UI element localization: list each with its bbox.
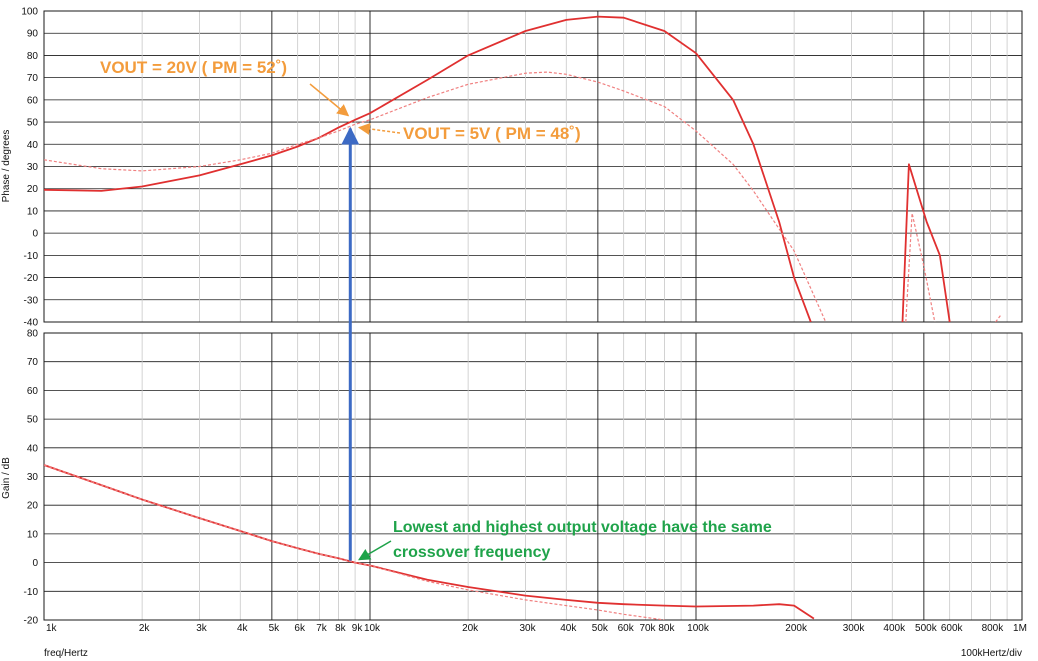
x-tick-label: 1M <box>1013 623 1027 634</box>
x-tick-label: 4k <box>237 623 249 634</box>
phase-y-tick-label: -40 <box>24 318 39 329</box>
x-axis-label: freq/Hertz <box>44 648 88 659</box>
x-tick-label: 70k <box>639 623 656 634</box>
phase-y-tick-label: 100 <box>21 7 38 18</box>
phase-series-solid-0 <box>44 15 812 322</box>
vout5-arrow <box>357 123 401 135</box>
x-tick-label: 1k <box>46 623 58 634</box>
phase-y-tick-label: 60 <box>27 95 39 106</box>
x-tick-label: 5k <box>269 623 281 634</box>
phase-y-tick-label: 10 <box>27 206 39 217</box>
vout20-label: VOUT = 20V ( PM = 52˚) <box>100 58 287 77</box>
gain-axis-label: Gain / dB <box>1 457 12 499</box>
phase-series-dashed-1 <box>44 71 827 322</box>
gain-series-solid-0 <box>44 464 815 620</box>
phase-y-tick-label: 30 <box>27 162 39 173</box>
phase-y-tick-label: 40 <box>27 140 39 151</box>
x-tick-label: 20k <box>462 623 479 634</box>
phase-series-dashed-3 <box>905 212 936 322</box>
phase-series <box>44 15 1002 322</box>
gain-panel-frame <box>43 332 1023 621</box>
phase-series-dashed-4 <box>995 314 1002 322</box>
phase-y-tick-label: 20 <box>27 184 39 195</box>
gain-y-tick-label: 70 <box>27 357 39 368</box>
vout5-label: VOUT = 5V ( PM = 48˚) <box>403 124 581 143</box>
gain-y-tick-labels: -20 -10 0 10 20 30 40 50 60 70 80 <box>24 329 39 627</box>
phase-y-tick-label: -20 <box>24 273 39 284</box>
x-tick-label: 6k <box>294 623 306 634</box>
annotations: VOUT = 20V ( PM = 52˚) VOUT = 5V ( PM = 4… <box>100 58 772 561</box>
x-tick-label: 8k <box>335 623 347 634</box>
crossover-label-line2: crossover frequency <box>393 544 551 561</box>
phase-series-solid-2 <box>901 163 951 322</box>
x-tick-label: 3k <box>196 623 208 634</box>
x-tick-label: 9k <box>352 623 364 634</box>
gain-y-tick-label: 20 <box>27 501 39 512</box>
x-tick-label: 300k <box>843 623 866 634</box>
x-tick-label: 100k <box>687 623 710 634</box>
gain-y-tick-label: 50 <box>27 415 39 426</box>
x-tick-label: 30k <box>519 623 536 634</box>
gain-grid <box>43 332 1023 621</box>
x-tick-label: 7k <box>316 623 328 634</box>
gain-series-dashed-1 <box>44 464 665 620</box>
gain-y-tick-label: -10 <box>24 587 39 598</box>
crossover-arrow <box>358 540 392 561</box>
phase-y-tick-labels: -40 -30 -20 -10 0 10 20 30 40 50 60 70 80 90 100 <box>21 7 38 329</box>
gain-y-tick-label: 80 <box>27 329 39 340</box>
x-tick-labels: 1k 2k 3k 4k 5k 6k 7k 8k 9k 10k 20k 30k 40k 50k 60k 70k 8… <box>46 623 1027 634</box>
gain-y-tick-label: 30 <box>27 472 39 483</box>
gain-frame-rect <box>43 332 1023 621</box>
phase-y-tick-label: 70 <box>27 73 39 84</box>
gain-y-tick-label: 10 <box>27 529 39 540</box>
phase-y-tick-label: 0 <box>32 229 38 240</box>
crossover-label-line1: Lowest and highest output voltage have t… <box>393 519 772 536</box>
x-tick-label: 50k <box>592 623 609 634</box>
phase-y-tick-label: 90 <box>27 29 39 40</box>
x-tick-label: 80k <box>658 623 675 634</box>
x-tick-label: 60k <box>618 623 635 634</box>
phase-grid <box>43 10 1023 323</box>
x-tick-label: 2k <box>139 623 151 634</box>
phase-panel-frame <box>43 10 1023 323</box>
x-tick-label: 40k <box>560 623 577 634</box>
x-tick-label: 800k <box>982 623 1005 634</box>
x-tick-label: 400k <box>883 623 906 634</box>
phase-frame-rect <box>43 10 1023 323</box>
x-tick-label: 10k <box>364 623 381 634</box>
gain-y-tick-label: 60 <box>27 386 39 397</box>
phase-axis-label: Phase / degrees <box>1 130 12 203</box>
phase-y-tick-label: -10 <box>24 251 39 262</box>
phase-y-tick-label: 50 <box>27 118 39 129</box>
x-tick-label: 600k <box>941 623 964 634</box>
gain-series <box>44 464 815 620</box>
phase-y-tick-label: -30 <box>24 295 39 306</box>
x-tick-label: 500k <box>915 623 938 634</box>
phase-y-tick-label: 80 <box>27 51 39 62</box>
gain-y-tick-label: 0 <box>32 558 38 569</box>
gain-y-tick-label: 40 <box>27 443 39 454</box>
x-tick-label: 200k <box>785 623 808 634</box>
gain-y-tick-label: -20 <box>24 616 39 627</box>
x-div-label: 100kHertz/div <box>961 648 1022 659</box>
vout20-arrow <box>309 83 350 117</box>
